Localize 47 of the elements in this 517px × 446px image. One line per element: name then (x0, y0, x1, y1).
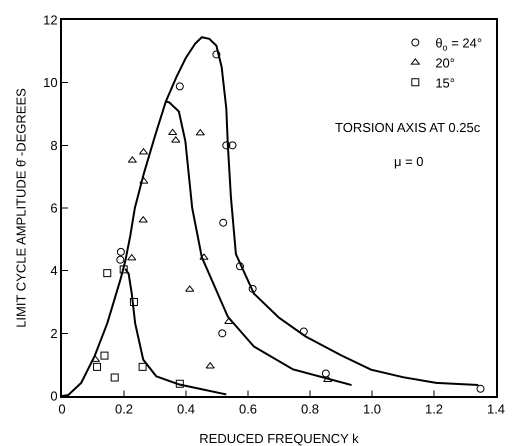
y-tick-label: 6 (50, 200, 58, 216)
point (138, 362, 147, 371)
x-tick-label: 0.4 (176, 401, 196, 416)
y-tick-label: 12 (43, 12, 58, 28)
point (322, 369, 330, 378)
point (176, 82, 184, 90)
x-tick-label: 0.2 (114, 401, 134, 416)
point (248, 284, 257, 293)
x-tick-label: 0.6 (238, 401, 258, 416)
point (171, 136, 180, 143)
point (116, 256, 124, 264)
x-tick-label: 1.0 (362, 401, 382, 416)
point (222, 141, 230, 150)
point (116, 248, 125, 256)
point (218, 329, 226, 338)
point (100, 352, 108, 360)
annotation: μ = 0 (394, 154, 424, 169)
y-tick-label: 8 (50, 138, 58, 153)
point (185, 285, 194, 292)
point (176, 380, 184, 388)
y-axis-title: LIMIT CYCLE AMPLITUDE θ̄ -DEGREES (14, 88, 28, 328)
x-axis-title: REDUCED FREQUENCY k (199, 431, 360, 446)
point (130, 298, 138, 306)
point (120, 265, 128, 274)
x-tick-label: 1.2 (424, 401, 444, 416)
point (219, 218, 228, 227)
annotation: TORSION AXIS AT 0.25c (335, 120, 481, 135)
x-tick-label: 1.4 (486, 401, 506, 416)
legend-label: 20° (435, 55, 455, 70)
point (168, 128, 178, 136)
point (110, 374, 119, 382)
point (300, 327, 308, 336)
y-tick-label: 2 (50, 326, 58, 341)
legend-label: 15° (435, 75, 455, 90)
point (212, 50, 220, 58)
point (139, 177, 148, 184)
point (236, 262, 244, 270)
x-tick-label: 0.8 (300, 401, 320, 416)
point (128, 156, 137, 163)
point (93, 362, 102, 371)
point (476, 384, 484, 393)
point (103, 269, 112, 278)
point (228, 141, 236, 150)
y-tick-label: 4 (50, 263, 58, 278)
y-tick-label: 0 (50, 388, 58, 404)
y-tick-label: 10 (43, 75, 58, 90)
legend-label: θ$_{o}$ = 24° (435, 36, 482, 52)
